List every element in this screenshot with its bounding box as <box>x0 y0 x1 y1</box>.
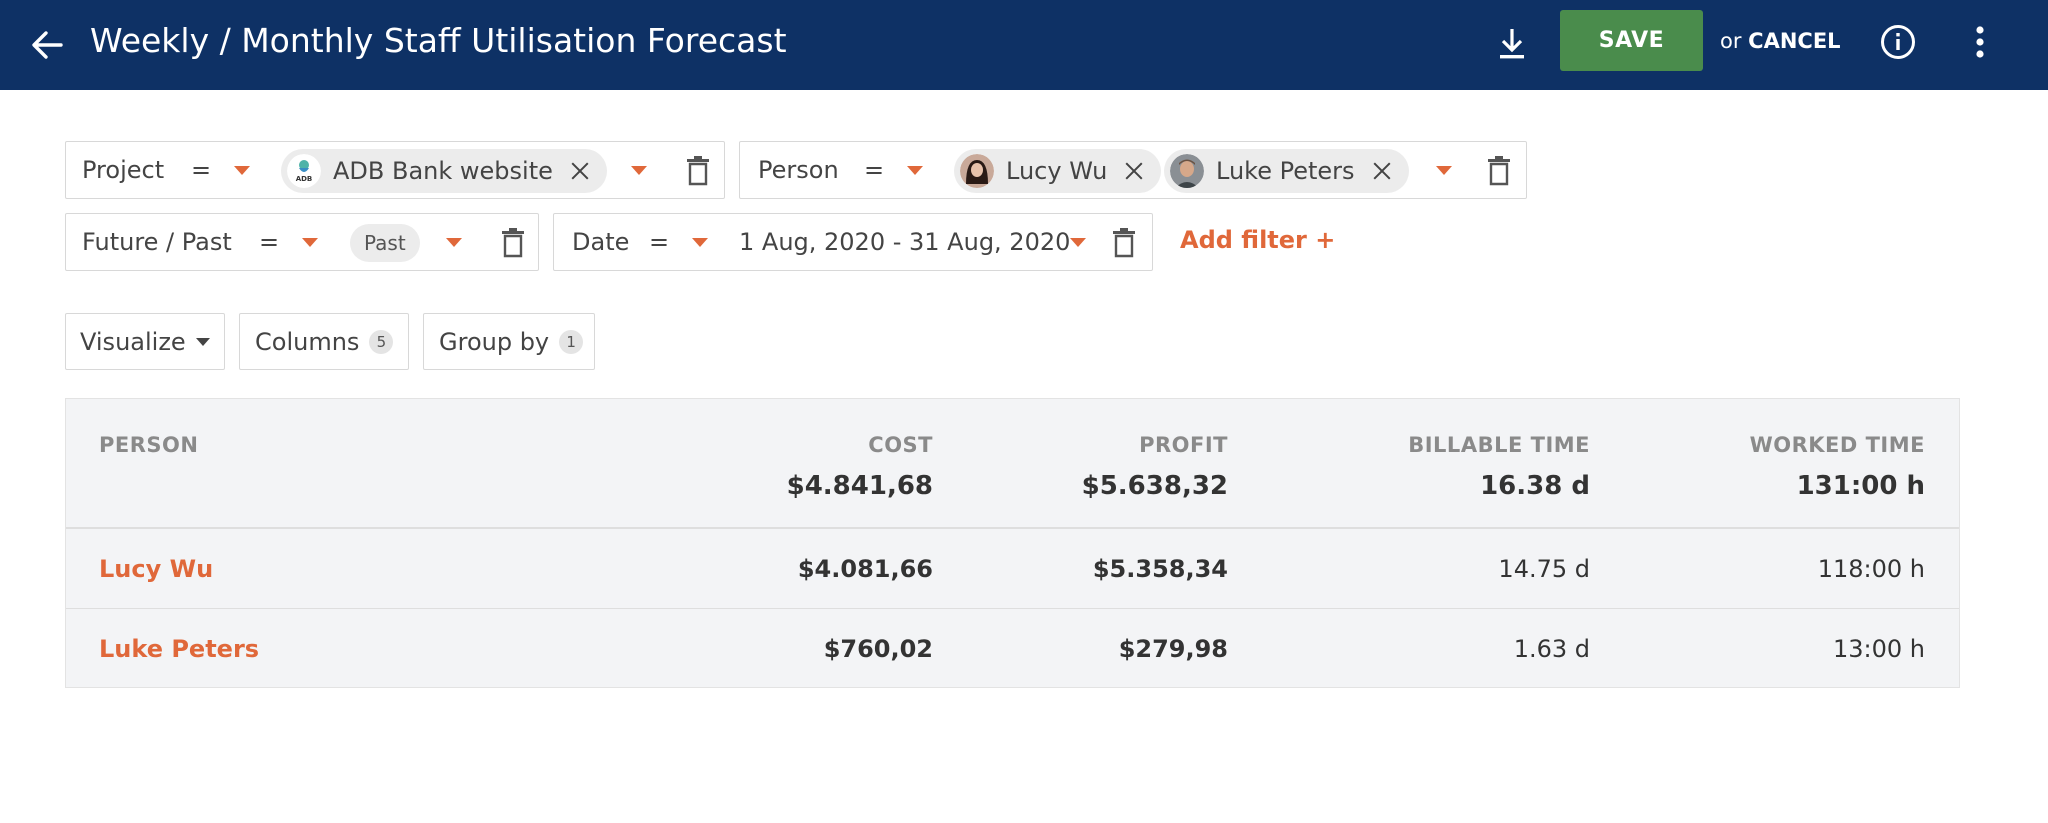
avatar <box>1170 154 1204 188</box>
row-billable-time: 14.75 d <box>1498 555 1590 583</box>
row-divider <box>66 608 1959 609</box>
info-button[interactable] <box>1876 20 1920 64</box>
person-link[interactable]: Luke Peters <box>99 635 260 663</box>
columns-label: Columns <box>255 327 360 356</box>
row-worked-time: 13:00 h <box>1832 635 1925 663</box>
person-chip-luke: Luke Peters <box>1164 149 1409 193</box>
row-billable-time: 1.63 d <box>1513 635 1590 663</box>
trash-icon[interactable] <box>686 156 710 186</box>
top-bar: Weekly / Monthly Staff Utilisation Forec… <box>0 0 2048 90</box>
project-filter-operator: = <box>191 156 212 184</box>
total-profit: $5.638,32 <box>1081 471 1228 501</box>
more-options-button[interactable] <box>1960 18 2000 66</box>
group-by-label: Group by <box>439 327 550 356</box>
group-by-button[interactable]: Group by 1 <box>423 313 595 370</box>
visualize-label: Visualize <box>80 327 186 356</box>
row-profit: $5.358,34 <box>1092 555 1228 583</box>
date-filter-label: Date <box>572 228 630 256</box>
trash-icon[interactable] <box>1112 228 1136 258</box>
row-cost: $760,02 <box>823 635 933 663</box>
trash-icon[interactable] <box>1487 156 1511 186</box>
info-icon <box>1881 25 1915 59</box>
cancel-button[interactable]: CANCEL <box>1748 29 1841 53</box>
person-filter: Person = Lucy Wu Luke Peters <box>739 141 1527 199</box>
operator-dropdown-icon[interactable] <box>234 166 250 175</box>
date-filter: Date = 1 Aug, 2020 - 31 Aug, 2020 <box>553 213 1153 271</box>
project-filter-label: Project <box>82 156 165 184</box>
trash-icon[interactable] <box>501 228 525 258</box>
person-chip-label: Luke Peters <box>1216 157 1355 185</box>
date-range-value[interactable]: 1 Aug, 2020 - 31 Aug, 2020 <box>739 228 1071 256</box>
operator-dropdown-icon[interactable] <box>692 238 708 247</box>
arrow-left-icon <box>32 31 63 59</box>
row-worked-time: 118:00 h <box>1817 555 1925 583</box>
columns-count-badge: 5 <box>369 329 394 354</box>
remove-chip-icon[interactable] <box>1123 160 1145 182</box>
table-row: Luke Peters $760,02 $279,98 1.63 d 13:00… <box>66 609 1959 689</box>
back-button[interactable] <box>24 22 70 68</box>
value-dropdown-icon[interactable] <box>631 166 647 175</box>
person-filter-label: Person <box>758 156 839 184</box>
value-dropdown-icon[interactable] <box>446 238 462 247</box>
column-header-profit[interactable]: PROFIT <box>1139 433 1228 457</box>
total-worked-time: 131:00 h <box>1796 471 1925 501</box>
cancel-group: or CANCEL <box>1720 26 1841 56</box>
download-icon <box>1500 29 1524 59</box>
more-vertical-icon <box>1976 26 1984 58</box>
avatar <box>960 154 994 188</box>
project-logo-icon: ADB <box>287 154 321 188</box>
row-cost: $4.081,66 <box>797 555 933 583</box>
download-button[interactable] <box>1490 20 1534 68</box>
person-chip-lucy: Lucy Wu <box>954 149 1162 193</box>
total-cost: $4.841,68 <box>786 471 933 501</box>
column-header-person[interactable]: PERSON <box>99 433 199 457</box>
project-chip: ADB ADB Bank website <box>281 149 607 193</box>
group-by-count-badge: 1 <box>559 329 584 354</box>
project-logo-text: ADB <box>296 175 313 183</box>
chevron-down-icon <box>195 337 210 346</box>
future-past-filter: Future / Past = Past <box>65 213 539 271</box>
remove-chip-icon[interactable] <box>569 160 591 182</box>
row-profit: $279,98 <box>1118 635 1228 663</box>
save-button[interactable]: SAVE <box>1560 10 1703 71</box>
person-chip-label: Lucy Wu <box>1006 157 1108 185</box>
total-billable-time: 16.38 d <box>1480 471 1590 501</box>
project-filter: Project = ADB ADB Bank website <box>65 141 725 199</box>
header-divider <box>66 527 1959 529</box>
column-header-billable-time[interactable]: BILLABLE TIME <box>1408 433 1590 457</box>
table-row: Lucy Wu $4.081,66 $5.358,34 14.75 d 118:… <box>66 529 1959 609</box>
columns-button[interactable]: Columns 5 <box>239 313 409 370</box>
or-text: or <box>1720 29 1742 53</box>
column-header-cost[interactable]: COST <box>868 433 933 457</box>
value-dropdown-icon[interactable] <box>1436 166 1452 175</box>
report-table: PERSON COST PROFIT BILLABLE TIME WORKED … <box>65 398 1960 688</box>
visualize-button[interactable]: Visualize <box>65 313 225 370</box>
operator-dropdown-icon[interactable] <box>302 238 318 247</box>
remove-chip-icon[interactable] <box>1371 160 1393 182</box>
date-filter-operator: = <box>649 228 670 256</box>
past-chip: Past <box>350 224 420 262</box>
add-filter-button[interactable]: Add filter + <box>1180 226 1336 254</box>
project-chip-label: ADB Bank website <box>333 157 553 185</box>
person-link[interactable]: Lucy Wu <box>99 555 214 583</box>
future-past-filter-operator: = <box>259 228 280 256</box>
operator-dropdown-icon[interactable] <box>907 166 923 175</box>
future-past-filter-label: Future / Past <box>82 228 232 256</box>
value-dropdown-icon[interactable] <box>1070 238 1086 247</box>
column-header-worked-time[interactable]: WORKED TIME <box>1749 433 1925 457</box>
person-filter-operator: = <box>864 156 885 184</box>
page-title: Weekly / Monthly Staff Utilisation Forec… <box>90 21 787 60</box>
